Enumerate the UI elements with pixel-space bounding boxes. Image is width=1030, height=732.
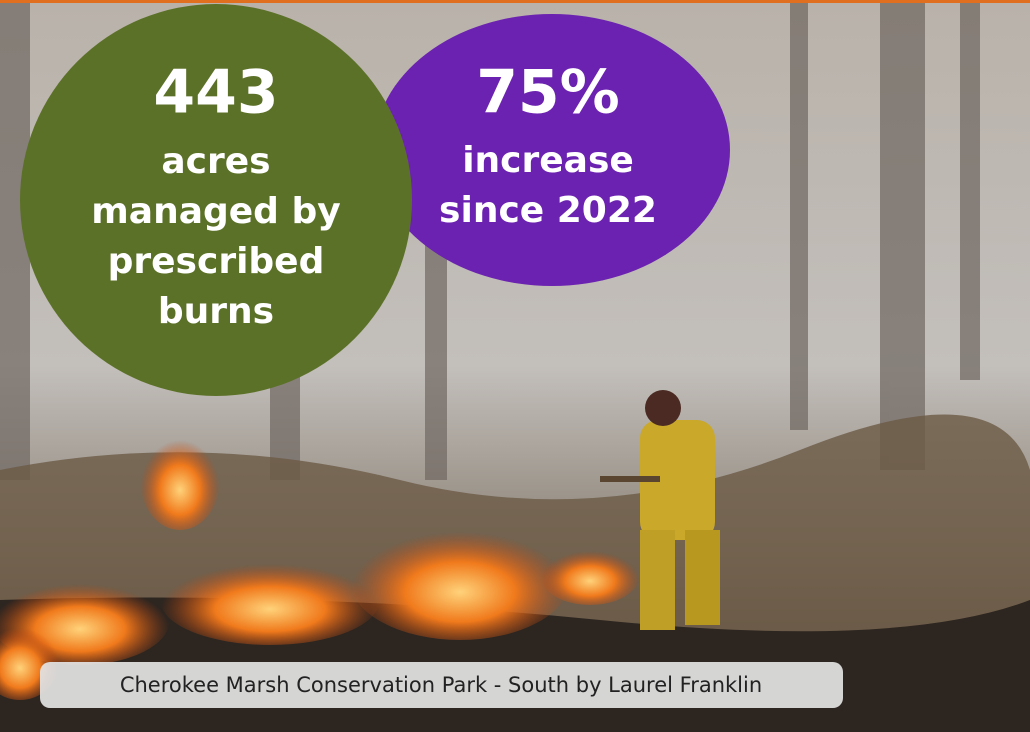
stat-figure: 443 <box>153 58 278 128</box>
stat-text: prescribed <box>108 241 325 282</box>
caption: Cherokee Marsh Conservation Park - South… <box>120 673 762 697</box>
stat-text: acres <box>161 141 270 182</box>
stat-bubble <box>374 14 730 286</box>
caption-box <box>40 662 843 708</box>
stat-text: increase <box>462 140 634 181</box>
stat-bubble <box>20 4 412 396</box>
stat-figure: 75% <box>476 58 620 128</box>
stat-text: managed by <box>91 191 340 232</box>
stat-text: burns <box>158 291 274 332</box>
firefighter <box>600 390 720 630</box>
stat-text: since 2022 <box>439 190 657 231</box>
